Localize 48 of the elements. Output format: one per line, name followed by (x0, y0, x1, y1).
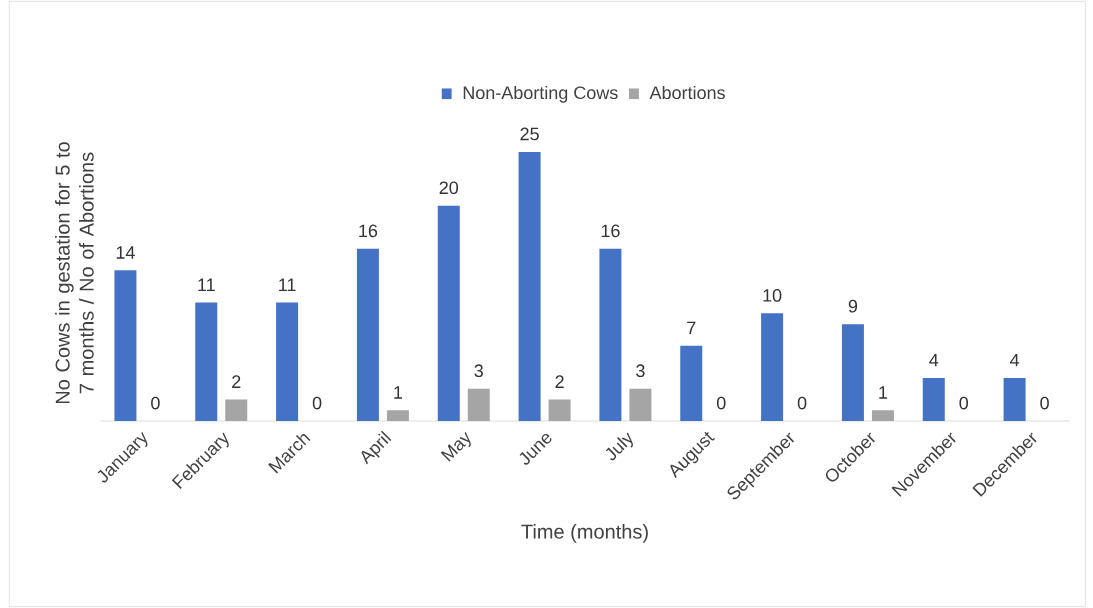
legend-label: Abortions (649, 85, 725, 100)
data-label: 0 (959, 396, 969, 410)
bar (871, 410, 894, 421)
data-label: 10 (763, 289, 782, 302)
bar (841, 324, 864, 421)
bar (1003, 377, 1026, 421)
data-label: 11 (279, 278, 296, 291)
data-label: 0 (716, 396, 726, 410)
data-label: 1 (879, 386, 888, 399)
bar (276, 302, 299, 421)
bar (225, 399, 248, 421)
legend-label: Non-Aborting Cows (463, 85, 618, 103)
data-label: 16 (601, 224, 620, 238)
x-axis-title: Time (months) (521, 524, 648, 543)
bar (922, 377, 945, 421)
bar (114, 270, 137, 421)
data-label: 25 (520, 127, 539, 141)
bar (548, 399, 571, 421)
data-label: 3 (474, 364, 483, 378)
bar (680, 345, 703, 421)
data-label: 4 (929, 353, 939, 367)
data-label: 2 (232, 375, 241, 388)
x-tick-label: May (440, 431, 471, 462)
y-axis-title: No Cows in gestation for 5 to 7 months / No of Abortions (55, 142, 94, 404)
bar (629, 388, 652, 421)
bar (518, 151, 541, 421)
x-tick-label: July (605, 432, 633, 461)
data-label: 0 (797, 396, 807, 410)
bar (437, 205, 460, 421)
data-label: 7 (687, 321, 696, 335)
data-label: 14 (116, 246, 135, 259)
data-label: 0 (151, 396, 160, 410)
bar (386, 410, 409, 421)
bar (356, 248, 379, 421)
bar (467, 388, 490, 421)
data-label: 16 (359, 224, 378, 238)
data-label: 0 (1040, 396, 1049, 410)
bar (761, 313, 784, 421)
data-label: 11 (198, 278, 215, 291)
data-label: 9 (848, 299, 858, 313)
data-label: 3 (636, 364, 645, 378)
data-label: 2 (555, 375, 564, 388)
data-label: 20 (439, 181, 459, 195)
data-label: 1 (394, 386, 403, 399)
data-label: 4 (1010, 353, 1020, 367)
data-label: 0 (312, 396, 322, 410)
bar (195, 302, 218, 421)
bar (599, 248, 622, 421)
